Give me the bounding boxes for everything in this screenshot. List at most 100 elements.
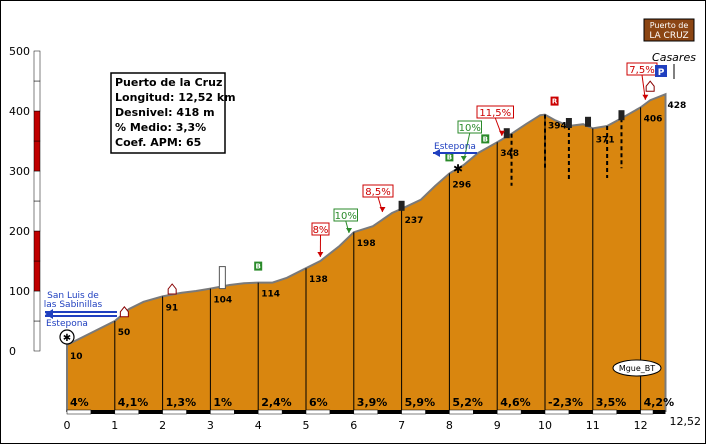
- ruler-segment: [592, 409, 617, 415]
- max-gradient-label: 10%: [335, 211, 357, 222]
- gradient-label: -2,3%: [548, 396, 583, 409]
- y-tick-label: 400: [9, 105, 30, 118]
- author-badge: Mgue_BT: [612, 359, 662, 377]
- ruler-segment: [449, 409, 474, 415]
- axis-band: [33, 110, 41, 142]
- end-town-label: Casares: [652, 51, 696, 64]
- y-tick-label: 0: [9, 345, 16, 358]
- axis-band: [33, 140, 41, 172]
- title-badge: Puerto de LA CRUZ: [643, 18, 695, 42]
- svg-text:✱: ✱: [63, 333, 71, 344]
- annotations: 8% 10% 8,5% 10% 11,5% 7,5%: [311, 62, 658, 258]
- svg-text:B: B: [447, 153, 452, 161]
- x-tick-label: 12: [634, 419, 648, 432]
- max-gradient-label: 8%: [313, 225, 329, 236]
- parking-icon: [655, 65, 667, 77]
- end-annotation: Casares P: [652, 51, 696, 79]
- altitude-label: 91: [166, 303, 179, 313]
- ruler-segment: [90, 410, 115, 414]
- gradient-label: 5,2%: [452, 396, 483, 409]
- km-lines: [114, 107, 642, 411]
- altitude-label: 50: [118, 328, 131, 338]
- ruler-segment: [234, 410, 259, 414]
- gradient-label: 3,9%: [357, 396, 388, 409]
- ruler-segment: [66, 409, 92, 415]
- x-axis-ticks: 0 1 2 3 4 5 6 7 8 9 10 11 12 12,52: [64, 415, 701, 432]
- profile-icons: B B B R: [119, 80, 655, 318]
- max-gradient-label: 7,5%: [629, 65, 654, 76]
- info-badge-icon: [481, 134, 490, 144]
- x-tick-label: 7: [398, 419, 405, 432]
- axis-band: [33, 320, 41, 352]
- gradient-label: 3,5%: [596, 396, 627, 409]
- info-average: % Medio: 3,3%: [115, 121, 206, 134]
- axis-band: [33, 50, 41, 82]
- arrow-head-icon: [498, 130, 505, 136]
- ruler-segment: [544, 409, 570, 415]
- info-elevation: Desnivel: 418 m: [115, 106, 215, 119]
- x-tick-label: 0: [64, 419, 71, 432]
- altitude-label: 237: [405, 216, 424, 226]
- altitude-label: 138: [309, 275, 328, 285]
- altitude-label: 104: [213, 296, 232, 306]
- ruler-segment: [305, 409, 331, 415]
- title-line-2: LA CRUZ: [649, 31, 688, 41]
- max-gradient-label: 11,5%: [479, 108, 511, 119]
- junction-icon: ✱: [453, 162, 463, 176]
- ruler-segment: [162, 409, 187, 415]
- x-tick-label: 9: [494, 419, 501, 432]
- gradient-label: 6%: [309, 396, 328, 409]
- altitude-label: 428: [667, 101, 686, 111]
- gradient-label: 4%: [70, 396, 89, 409]
- info-box: Puerto de la Cruz Longitud: 12,52 km Des…: [110, 72, 236, 154]
- altitude-label: 114: [261, 290, 280, 300]
- ruler-segment: [425, 410, 450, 414]
- x-tick-label: 11: [586, 419, 600, 432]
- ruler-segment: [282, 410, 306, 414]
- ruler-segment: [653, 410, 666, 414]
- y-tick-label: 200: [9, 225, 30, 238]
- x-tick-label: 1: [111, 419, 118, 432]
- info-badge-icon: [445, 152, 454, 162]
- village-icon: [645, 80, 655, 92]
- tunnel-icon: [398, 200, 405, 211]
- start-direction-label: Estepona: [46, 319, 88, 329]
- start-town-line-1: San Luis de: [47, 291, 99, 301]
- start-annotation: San Luis de las Sabinillas Estepona ✱: [44, 291, 117, 345]
- arrow-head-icon: [460, 156, 467, 161]
- altitude-label: 198: [357, 239, 376, 249]
- title-badge-bg: [643, 18, 695, 42]
- x-tick-label: 8: [446, 419, 453, 432]
- title-line-1: Puerto de: [650, 21, 689, 30]
- altitude-label: 394: [548, 122, 567, 132]
- x-tick-label: 5: [303, 419, 310, 432]
- ruler-segment: [114, 409, 139, 415]
- x-tick-label: 3: [207, 419, 214, 432]
- village-icon: [167, 283, 177, 295]
- ruler-segment: [521, 410, 545, 414]
- gradient-label: 1%: [213, 396, 232, 409]
- x-tick-label: 4: [255, 419, 262, 432]
- altitude-label: 406: [644, 114, 663, 124]
- axis-band: [33, 260, 41, 292]
- ruler-segment: [138, 410, 163, 414]
- axis-band: [33, 290, 41, 322]
- author-label: Mgue_BT: [619, 364, 655, 373]
- svg-text:P: P: [658, 68, 665, 78]
- axis-band: [33, 170, 41, 202]
- axis-band: [33, 200, 41, 232]
- altitude-label: 10: [70, 352, 83, 362]
- gradient-label: 4,6%: [500, 396, 531, 409]
- arrow-head-icon: [642, 94, 649, 100]
- gradient-labels: 4% 4,1% 1,3% 1% 2,4% 6% 3,9% 5,9% 5,2% 4,6% -2,3% 3…: [70, 396, 674, 409]
- max-gradient-label: 10%: [459, 123, 481, 134]
- svg-text:R: R: [552, 98, 558, 106]
- arrow-head-icon: [317, 252, 324, 257]
- altitude-labels: 10 50 91 104 114 138 198 237 296 348 394 371 406 428: [70, 101, 686, 362]
- arrow-head-icon: [346, 228, 353, 233]
- info-name: Puerto de la Cruz: [115, 76, 222, 89]
- ruler-segment: [353, 409, 378, 415]
- svg-text:B: B: [256, 263, 261, 271]
- left-arrow-icon: [45, 309, 53, 319]
